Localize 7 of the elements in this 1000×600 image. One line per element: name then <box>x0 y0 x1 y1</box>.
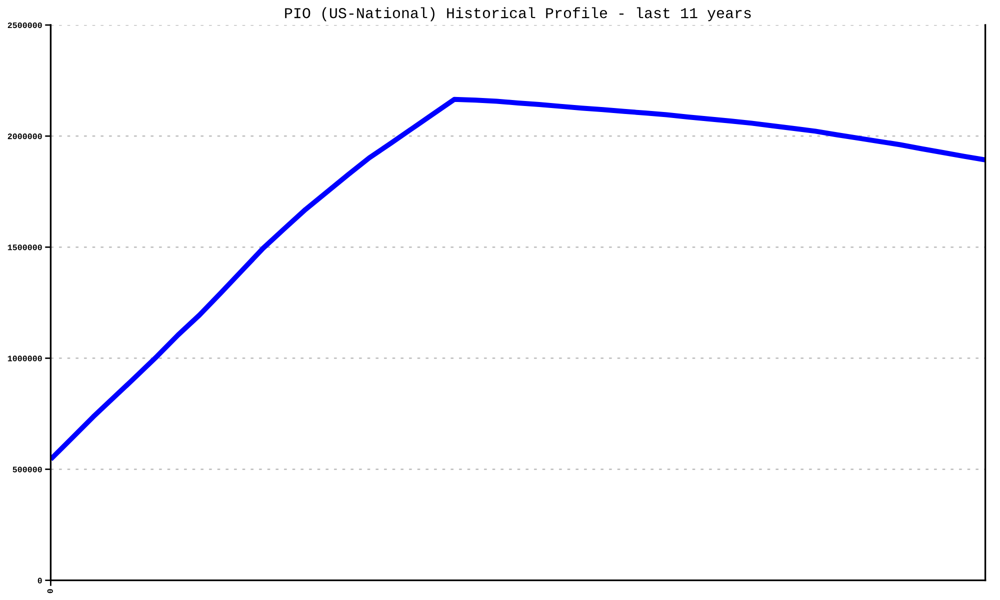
chart-title: PIO (US-National) Historical Profile - last 11 years <box>285 7 751 22</box>
y-tick-label: 1500000 <box>8 244 42 250</box>
y-tick-label: 2500000 <box>8 22 42 28</box>
y-tick-label: 2000000 <box>8 134 42 140</box>
y-tick-label: 500000 <box>12 466 42 472</box>
y-tick-label: 1000000 <box>8 356 42 362</box>
y-tick-label: 0 <box>38 578 42 584</box>
